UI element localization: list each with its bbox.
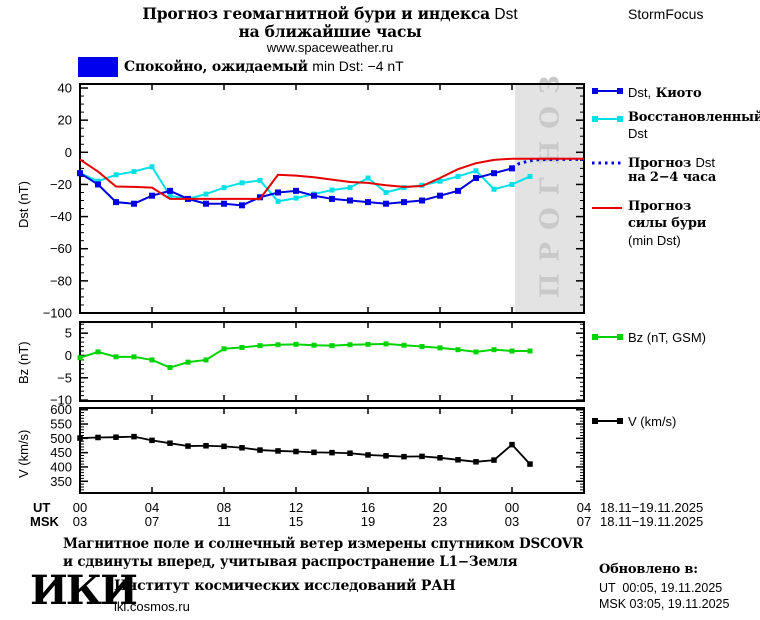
msk-hour-2: 11 xyxy=(217,514,231,529)
ytick-label: 5 xyxy=(65,326,72,341)
msk-hour-6: 03 xyxy=(504,514,520,529)
ytick-label: 450 xyxy=(50,445,72,460)
ut-hour-5: 20 xyxy=(432,500,448,515)
ytick-label: −20 xyxy=(50,177,72,192)
ytick-label: −10 xyxy=(50,393,72,408)
footer-note-2: и сдвинуты вперед, учитывая распростране… xyxy=(63,554,518,570)
page-title-ru: Прогноз геомагнитной бури и индекса xyxy=(142,4,490,23)
ytick-label: −40 xyxy=(50,209,72,224)
page-title-en: Dst xyxy=(494,6,518,23)
xaxis-msk-label: MSK xyxy=(30,514,59,529)
legend-kyoto-en: Dst, xyxy=(628,85,652,100)
legend-item-storm-1: Прогноз xyxy=(628,199,692,214)
bz-panel-frame xyxy=(79,321,585,402)
quiet-status-text: Спокойно, ожидаемый min Dst: −4 nT xyxy=(124,58,404,76)
ut-hour-7: 04 xyxy=(576,500,592,515)
ut-hour-0: 00 xyxy=(72,500,88,515)
iki-logo: ИКИ xyxy=(30,567,138,614)
dst-panel: ПРОГНОЗ 40 20 0 −20 −40 −60 −80 −100 xyxy=(43,63,585,321)
legend-item-bz: Bz (nT, GSM) xyxy=(628,330,707,345)
legend-item-forecast-dst-2: на 2−4 часа xyxy=(628,170,717,185)
legend-fc-ru: Прогноз xyxy=(628,156,692,171)
ytick-label: 600 xyxy=(50,402,72,417)
page-title: Прогноз геомагнитной бури и индекса Dst xyxy=(90,4,570,24)
legend-samples xyxy=(592,88,623,424)
series-bz xyxy=(79,342,530,369)
legend-item-dst-kyoto: Dst, Киото xyxy=(628,84,702,102)
forecast-band xyxy=(515,84,584,313)
msk-hour-3: 15 xyxy=(288,514,304,529)
legend-item-restored-1: Восстановленный xyxy=(628,110,760,125)
footer-note-1: Магнитное поле и солнечный ветер измерен… xyxy=(63,536,584,552)
legend-item-storm-3: (min Dst) xyxy=(628,233,681,248)
series-restored-dst xyxy=(79,165,531,203)
legend-fc-en: Dst xyxy=(695,155,716,170)
ytick-label: 20 xyxy=(58,113,72,128)
quiet-status-ru: Спокойно, ожидаемый xyxy=(124,59,308,75)
ytick-label: 500 xyxy=(50,431,72,446)
bz-panel: 5 0 −5 −10 xyxy=(50,321,585,408)
dst-panel-frame xyxy=(79,83,585,314)
ut-hour-1: 04 xyxy=(144,500,160,515)
forecast-band-label: ПРОГНОЗ xyxy=(536,63,566,298)
series-storm-forecast xyxy=(79,157,584,200)
ytick-label: −80 xyxy=(50,273,72,288)
legend-kyoto-ru: Киото xyxy=(655,86,702,101)
dst-axis-label: Dst (nT) xyxy=(16,181,31,228)
page-subtitle: на ближайшие часы xyxy=(238,22,422,41)
xaxis-ut-label: UT xyxy=(33,500,51,515)
iki-site-url: iki.cosmos.ru xyxy=(114,599,190,614)
institute-name: Институт космических исследований РАН xyxy=(114,578,456,594)
ytick-label: 350 xyxy=(50,474,72,489)
site-url: www.spaceweather.ru xyxy=(266,40,394,55)
ytick-label: 0 xyxy=(65,348,72,363)
ytick-label: −100 xyxy=(43,306,72,321)
legend-item-restored-2: Dst xyxy=(628,126,648,141)
series-v xyxy=(79,435,531,465)
updated-ut: UT 00:05, 19.11.2025 xyxy=(599,581,723,595)
legend-item-v: V (km/s) xyxy=(628,414,677,429)
ytick-label: −5 xyxy=(57,370,72,385)
quiet-status-en: min Dst: −4 nT xyxy=(312,58,404,74)
msk-hour-0: 03 xyxy=(72,514,88,529)
ut-hour-2: 08 xyxy=(216,500,232,515)
ytick-label: 40 xyxy=(58,81,72,96)
updated-msk: MSK 03:05, 19.11.2025 xyxy=(599,597,730,611)
msk-hour-7: 07 xyxy=(576,514,592,529)
ut-hour-3: 12 xyxy=(288,500,304,515)
ytick-label: 400 xyxy=(50,459,72,474)
v-panel-frame xyxy=(79,407,585,494)
brand-label: StormFocus xyxy=(628,6,704,22)
xaxis-ut-row: 00 04 08 12 16 20 00 04 xyxy=(0,500,760,515)
ytick-label: 0 xyxy=(65,145,72,160)
legend-item-storm-2: силы бури xyxy=(628,216,707,231)
msk-hour-5: 23 xyxy=(432,514,448,529)
bz-axis-label: Bz (nT) xyxy=(16,341,31,384)
v-axis-label: V (km/s) xyxy=(16,429,31,478)
quiet-status-swatch xyxy=(78,57,118,77)
msk-hour-1: 07 xyxy=(144,514,160,529)
xaxis-ut-date: 18.11−19.11.2025 xyxy=(600,500,704,515)
msk-hour-4: 19 xyxy=(360,514,376,529)
ytick-label: 550 xyxy=(50,417,72,432)
ut-hour-4: 16 xyxy=(360,500,376,515)
xaxis-msk-date: 18.11−19.11.2025 xyxy=(600,514,704,529)
updated-label: Обновлено в: xyxy=(599,562,698,577)
legend-item-forecast-dst-1: Прогноз Dst xyxy=(628,154,715,172)
xaxis-msk-row: 03 07 11 15 19 23 03 07 xyxy=(0,514,760,529)
ytick-label: −60 xyxy=(50,241,72,256)
ut-hour-6: 00 xyxy=(504,500,520,515)
